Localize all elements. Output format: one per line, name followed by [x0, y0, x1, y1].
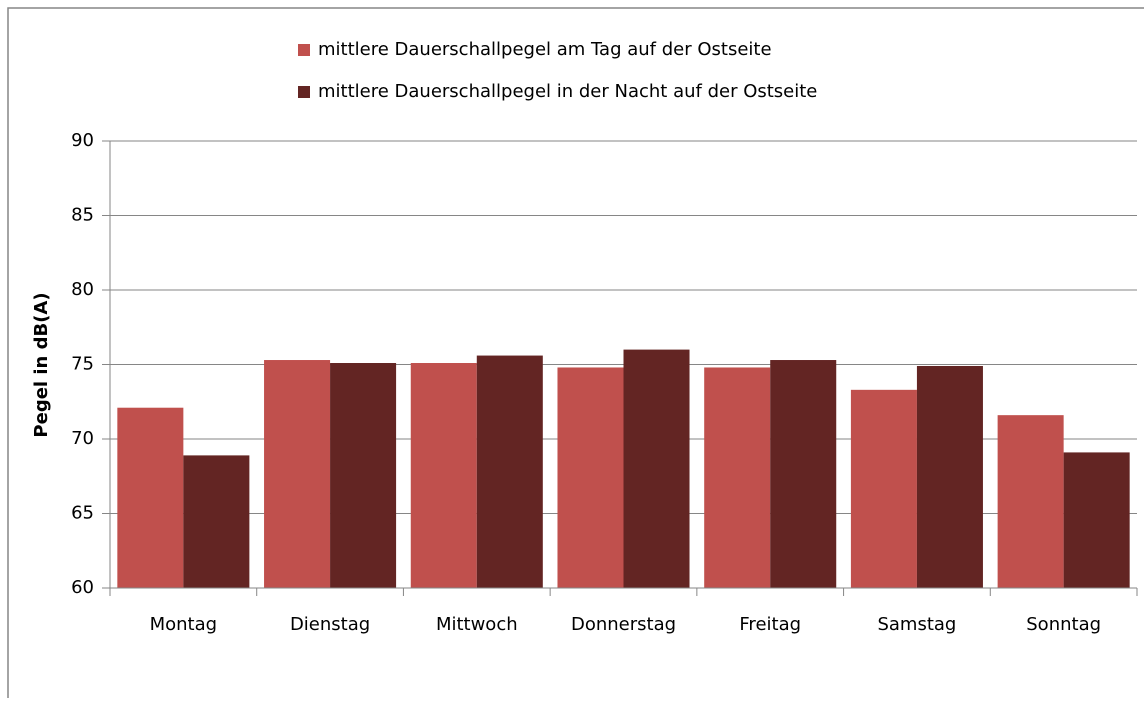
bar [410, 363, 477, 588]
x-tick-label: Montag [150, 614, 217, 635]
bar [476, 355, 543, 588]
bar [850, 389, 917, 588]
chart-border [7, 7, 1144, 702]
x-tick-label: Samstag [877, 614, 956, 635]
y-tick-label: 90 [71, 130, 94, 151]
y-tick-label: 70 [71, 428, 94, 449]
bar [557, 367, 624, 588]
bar [916, 365, 983, 588]
bar [770, 360, 837, 588]
legend-label: mittlere Dauerschallpegel am Tag auf der… [318, 39, 772, 60]
bar [264, 360, 331, 588]
bar [1063, 452, 1130, 588]
bar [623, 349, 690, 588]
legend-swatch [298, 44, 310, 56]
x-tick-label: Donnerstag [571, 614, 676, 635]
y-tick-label: 75 [71, 354, 94, 375]
y-tick-label: 60 [71, 577, 94, 598]
x-tick-label: Mittwoch [436, 614, 518, 635]
bar [704, 367, 771, 588]
y-tick-label: 85 [71, 205, 94, 226]
bar [330, 363, 397, 588]
x-tick-label: Sonntag [1026, 614, 1101, 635]
x-tick-label: Dienstag [290, 614, 370, 635]
y-tick-label: 65 [71, 503, 94, 524]
legend-label: mittlere Dauerschallpegel in der Nacht a… [318, 81, 817, 102]
legend-swatch [298, 86, 310, 98]
x-tick-label: Freitag [739, 614, 801, 635]
bar [997, 415, 1064, 588]
y-tick-label: 80 [71, 279, 94, 300]
y-axis-label: Pegel in dB(A) [31, 292, 52, 437]
bar [117, 407, 184, 588]
bar [183, 455, 250, 588]
